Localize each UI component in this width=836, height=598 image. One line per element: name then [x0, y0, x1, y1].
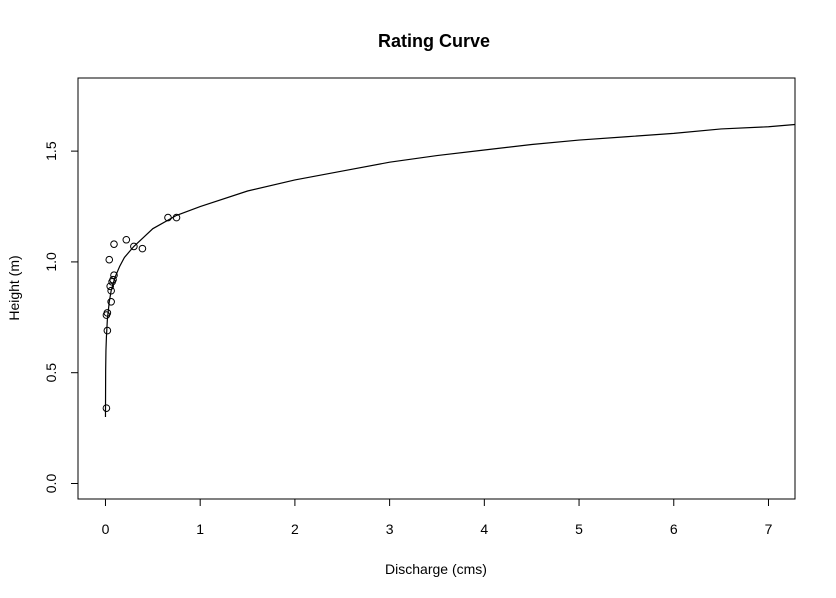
x-axis: 0 1 2 3 4 5 6 7: [102, 498, 773, 537]
data-point: [130, 242, 138, 251]
data-point: [164, 213, 172, 222]
x-tick-label: 6: [670, 521, 678, 537]
data-point: [122, 235, 131, 244]
data-point: [109, 275, 117, 284]
data-point: [110, 240, 118, 248]
x-tick-label: 3: [386, 521, 394, 537]
y-axis-label: Height (m): [6, 255, 22, 320]
x-axis-label: Discharge (cms): [385, 561, 487, 577]
y-tick-label: 1.5: [43, 141, 59, 161]
data-point: [106, 282, 115, 291]
x-tick-label: 5: [575, 521, 583, 537]
y-axis: 0.0 0.5 1.0 1.5: [43, 141, 79, 494]
chart-title: Rating Curve: [378, 31, 490, 51]
data-point: [103, 309, 112, 317]
y-tick-label: 0.0: [43, 474, 59, 494]
data-point: [102, 404, 111, 412]
y-tick-label: 1.0: [43, 252, 59, 272]
y-tick-label: 0.5: [43, 363, 59, 383]
x-tick-label: 1: [196, 521, 204, 537]
plot-frame: [77, 77, 796, 500]
data-point: [107, 297, 115, 306]
data-point: [172, 213, 181, 222]
x-tick-label: 0: [102, 521, 110, 537]
data-point: [110, 271, 118, 280]
data-point: [138, 244, 147, 253]
x-tick-label: 2: [291, 521, 299, 537]
x-tick-label: 4: [480, 521, 488, 537]
data-point: [105, 255, 114, 264]
data-point: [103, 326, 112, 335]
fitted-rating-curve: [104, 123, 795, 418]
data-point: [107, 286, 115, 295]
plot-content: [102, 123, 795, 418]
x-tick-label: 7: [765, 521, 773, 537]
